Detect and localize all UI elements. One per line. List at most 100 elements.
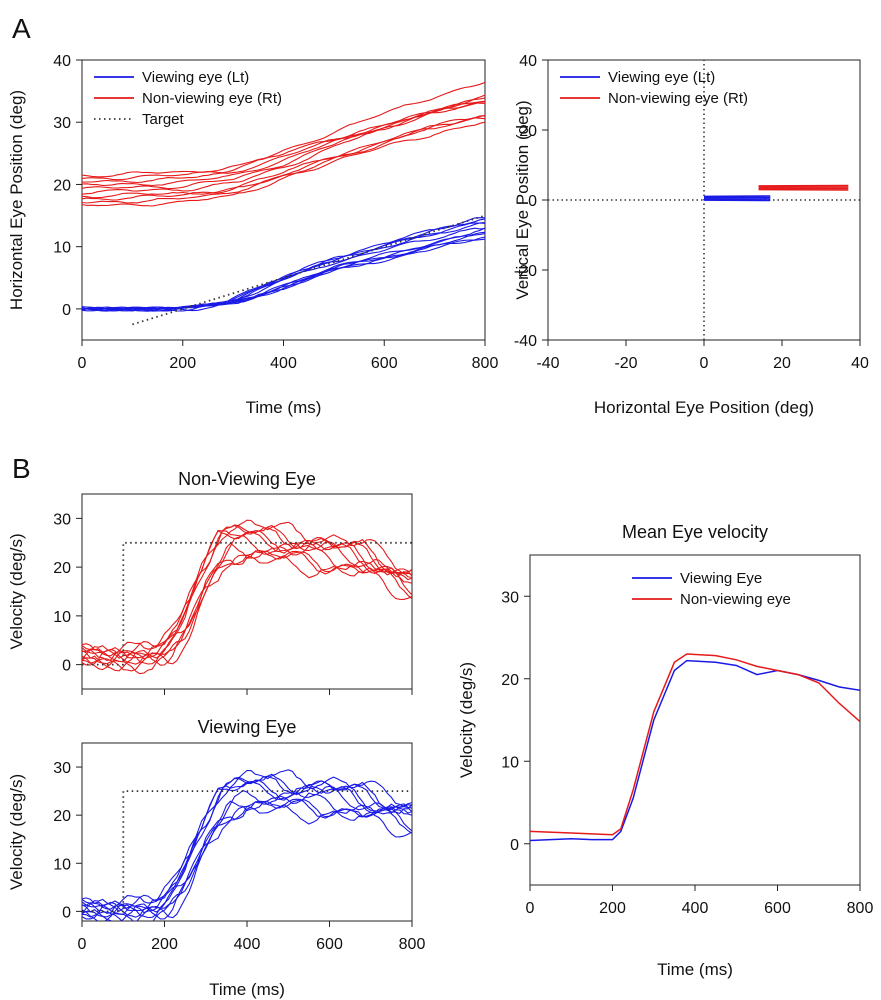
trial-trace [82,81,485,178]
plot-area [530,653,860,842]
trial-trace [82,102,485,181]
x-tick-label: 40 [851,355,869,372]
trial-trace [82,222,485,312]
mean-velocity-line [530,659,860,842]
trial-trace [82,519,412,665]
trial-trace [82,550,412,665]
plot-frame [81,742,413,922]
x-tick-label: 600 [316,936,343,953]
y-tick-label: 30 [53,115,71,132]
x-tick-label: 800 [847,900,874,917]
trial-trace [82,121,485,199]
trial-trace [82,554,412,672]
y-tick-label: 0 [528,193,537,210]
plot-area [82,81,485,326]
legend-label: Non-viewing eye (Rt) [142,90,282,107]
chart-a-left: 0 200 400 600 800 0 10 20 30 40 Time (ms) Horizonta… [7,53,498,417]
chart-b-viewing: 0 200 400 600 800 0 10 20 30 Time (ms) Velocity (d… [7,717,425,999]
plot-area [82,519,412,675]
legend-label: Non-viewing eye [680,591,791,608]
x-axis-label: Horizontal Eye Position (deg) [594,398,814,417]
y-axis-label: Horizontal Eye Position (deg) [7,90,26,310]
x-tick-label: 400 [682,900,709,917]
trial-trace [82,117,485,201]
x-tick-label: 200 [599,900,626,917]
trial-trace [82,218,485,312]
trial-trace [82,799,412,919]
y-axis-label: Velocity (deg/s) [457,662,476,778]
x-tick-label: 0 [526,900,535,917]
y-tick-label: 40 [519,53,537,70]
mean-velocity-line [530,653,860,836]
legend-label: Target [142,111,185,128]
trial-trace [82,525,412,672]
trial-trace [82,775,412,921]
legend-label: Viewing eye (Lt) [608,69,715,86]
target-line [82,541,412,666]
x-tick-label: 0 [78,355,87,372]
x-axis-label: Time (ms) [209,980,285,999]
x-tick-label: 400 [270,355,297,372]
y-tick-label: 40 [53,53,71,70]
panel-label-a: A [12,13,31,44]
trial-trace [82,542,412,666]
trial-trace [82,792,412,920]
plot-area [548,60,860,340]
trial-trace [82,529,412,661]
chart-title: Viewing Eye [198,717,297,737]
y-tick-label: 0 [62,302,71,319]
y-tick-label: 20 [501,672,519,689]
x-tick-label: 0 [78,936,87,953]
y-tick-label: 20 [53,808,71,825]
x-axis-label: Time (ms) [657,960,733,979]
legend-label: Viewing Eye [680,570,762,587]
x-tick-label: 200 [151,936,178,953]
trial-trace [82,524,412,663]
x-tick-label: 800 [472,355,499,372]
y-tick-label: 10 [501,754,519,771]
trial-trace [82,217,485,312]
trial-trace [82,94,485,195]
trial-trace [82,227,485,312]
trial-trace [82,101,485,184]
y-tick-label: 10 [53,240,71,257]
trial-trace [82,803,412,921]
x-tick-label: 600 [371,355,398,372]
y-axis-label: Velocity (deg/s) [7,774,26,890]
trial-trace [82,231,485,312]
y-tick-label: -40 [514,333,537,350]
y-tick-label: 0 [510,837,519,854]
x-tick-label: 0 [700,355,709,372]
trial-trace [82,233,485,312]
chart-title: Non-Viewing Eye [178,469,316,489]
y-tick-label: 10 [53,856,71,873]
x-axis-label: Time (ms) [246,398,322,417]
chart-b-nonviewing: 0 10 20 30 Velocity (deg/s) Non-Viewing Eye [7,469,413,695]
chart-title: Mean Eye velocity [622,522,768,542]
y-tick-label: 20 [519,123,537,140]
y-tick-label: 30 [501,589,519,606]
chart-a-right: -40 -20 0 20 40 -40 -20 0 20 40 Horizontal Eye Pos… [513,53,869,417]
y-tick-label: 30 [53,760,71,777]
trial-trace [82,769,412,918]
trial-trace [82,238,485,312]
plot-area [82,769,412,921]
y-tick-label: 20 [53,177,71,194]
y-tick-label: 30 [53,511,71,528]
x-tick-label: 800 [399,936,426,953]
x-tick-label: 400 [234,936,261,953]
trial-trace [82,780,412,921]
trial-trace [82,773,412,916]
trial-trace [82,530,412,671]
trial-trace [82,236,485,312]
y-tick-label: 0 [62,658,71,675]
y-axis-label: Velocity (deg/s) [7,533,26,649]
target-line [82,790,412,913]
legend-label: Viewing eye (Lt) [142,69,249,86]
y-axis-label: Vertical Eye Position (deg) [513,100,532,299]
y-tick-label: -20 [514,263,537,280]
chart-b-mean: 0 200 400 600 800 0 10 20 30 Time (ms) Velocity (d… [457,522,873,979]
legend-label: Non-viewing eye (Rt) [608,90,748,107]
